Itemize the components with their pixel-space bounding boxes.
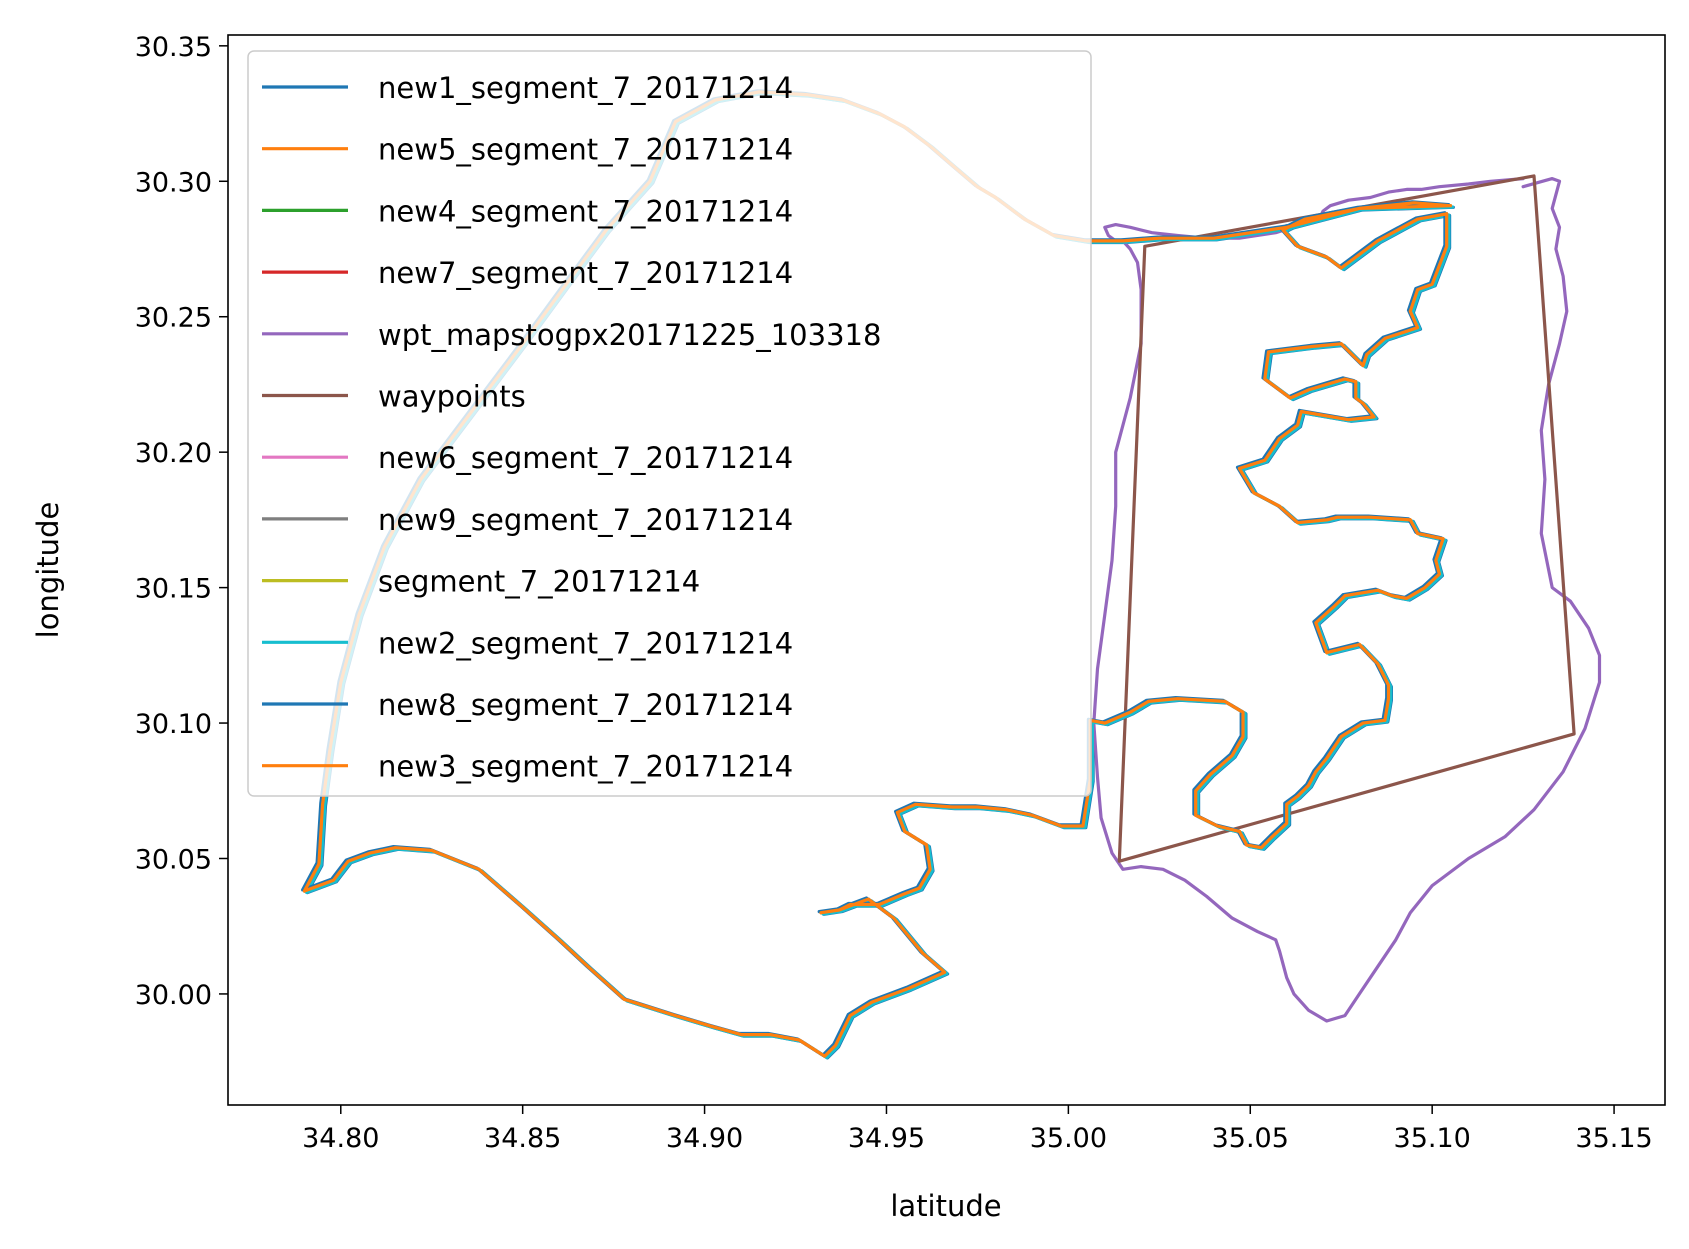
series-line-waypoints [1117,174,1576,863]
x-tick-label: 34.95 [848,1123,925,1154]
legend-label: new5_segment_7_20171214 [378,133,793,167]
plot-frame [227,34,1666,1106]
series-line-wpt_mapstogpx20171225_103318 [1092,177,1602,1023]
legend-label: new7_segment_7_20171214 [378,256,793,290]
legend-label: waypoints [378,380,526,414]
legend-label: wpt_mapstogpx20171225_103318 [378,318,881,352]
x-tick-label: 35.00 [1030,1123,1107,1154]
legend-items: new1_segment_7_20171214 new5_segment_7_20… [262,71,881,784]
x-tick-label: 34.80 [302,1123,379,1154]
legend-label: new3_segment_7_20171214 [378,750,793,784]
legend-label: new9_segment_7_20171214 [378,503,793,537]
y-tick-label: 30.10 [135,709,212,740]
legend-label: new2_segment_7_20171214 [378,626,793,660]
y-axis-label: longitude [31,502,65,639]
y-tick-label: 30.15 [135,574,212,605]
legend-label: segment_7_20171214 [378,565,700,599]
x-axis-label: latitude [890,1189,1001,1223]
legend-label: new4_segment_7_20171214 [378,194,793,228]
legend-label: new8_segment_7_20171214 [378,688,793,722]
x-tick-label: 34.90 [666,1123,743,1154]
y-tick-label: 30.20 [135,438,212,469]
y-axis-ticks: 30.00 30.05 30.10 30.15 30.20 30.25 30.30 30.35 [135,32,228,1011]
legend-label: new6_segment_7_20171214 [378,441,793,475]
x-tick-label: 35.15 [1575,1123,1652,1154]
x-tick-label: 34.85 [484,1123,561,1154]
x-tick-label: 35.05 [1212,1123,1289,1154]
y-tick-label: 30.30 [135,167,212,198]
legend-label: new1_segment_7_20171214 [378,71,793,105]
x-axis-ticks: 34.80 34.85 34.90 34.95 35.00 35.05 35.10 35.15 [302,1105,1653,1154]
legend-box [247,50,1092,797]
y-tick-label: 30.05 [135,844,212,875]
y-tick-label: 30.00 [135,980,212,1011]
x-tick-label: 35.10 [1394,1123,1471,1154]
y-tick-label: 30.35 [135,32,212,63]
y-tick-label: 30.25 [135,303,212,334]
legend: new1_segment_7_20171214 new5_segment_7_20… [247,50,1092,797]
